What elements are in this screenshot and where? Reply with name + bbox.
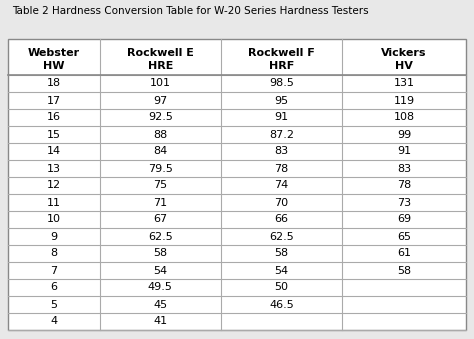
Text: 58: 58 <box>397 265 411 276</box>
Text: 78: 78 <box>274 163 289 174</box>
Bar <box>8 39 466 330</box>
Text: Rockwell E: Rockwell E <box>127 48 194 58</box>
Text: 49.5: 49.5 <box>148 282 173 293</box>
Text: 46.5: 46.5 <box>269 299 294 310</box>
Text: 17: 17 <box>47 96 61 105</box>
Text: HW: HW <box>43 61 64 71</box>
Text: 12: 12 <box>47 180 61 191</box>
Text: 10: 10 <box>47 215 61 224</box>
Text: HRE: HRE <box>147 61 173 71</box>
Text: 87.2: 87.2 <box>269 129 294 140</box>
Text: 91: 91 <box>274 113 289 122</box>
Text: 62.5: 62.5 <box>148 232 173 241</box>
Text: 91: 91 <box>397 146 411 157</box>
Text: 65: 65 <box>397 232 411 241</box>
Text: 14: 14 <box>47 146 61 157</box>
Text: 99: 99 <box>397 129 411 140</box>
Text: 9: 9 <box>50 232 57 241</box>
Text: 88: 88 <box>153 129 167 140</box>
Text: 58: 58 <box>274 248 289 259</box>
Text: 79.5: 79.5 <box>148 163 173 174</box>
Text: 119: 119 <box>393 96 415 105</box>
Text: 74: 74 <box>274 180 289 191</box>
Text: 95: 95 <box>274 96 289 105</box>
Text: 13: 13 <box>47 163 61 174</box>
Text: 78: 78 <box>397 180 411 191</box>
Text: 41: 41 <box>153 317 167 326</box>
Text: 73: 73 <box>397 198 411 207</box>
Text: Table 2 Hardness Conversion Table for W-20 Series Hardness Testers: Table 2 Hardness Conversion Table for W-… <box>12 6 369 16</box>
Text: 6: 6 <box>50 282 57 293</box>
Text: 83: 83 <box>274 146 289 157</box>
Text: 11: 11 <box>47 198 61 207</box>
Text: 54: 54 <box>274 265 289 276</box>
Text: Rockwell F: Rockwell F <box>248 48 315 58</box>
Text: 69: 69 <box>397 215 411 224</box>
Text: 62.5: 62.5 <box>269 232 294 241</box>
Text: 66: 66 <box>274 215 289 224</box>
Text: 92.5: 92.5 <box>148 113 173 122</box>
Text: 54: 54 <box>153 265 167 276</box>
Text: 84: 84 <box>153 146 167 157</box>
Text: 97: 97 <box>153 96 167 105</box>
Text: 131: 131 <box>394 79 415 88</box>
Text: 71: 71 <box>153 198 167 207</box>
Text: 101: 101 <box>150 79 171 88</box>
Text: 7: 7 <box>50 265 57 276</box>
Text: 18: 18 <box>47 79 61 88</box>
Text: 15: 15 <box>47 129 61 140</box>
Text: 5: 5 <box>50 299 57 310</box>
Text: 67: 67 <box>153 215 167 224</box>
Text: 16: 16 <box>47 113 61 122</box>
Text: 58: 58 <box>153 248 167 259</box>
Text: 50: 50 <box>274 282 289 293</box>
Text: 108: 108 <box>393 113 415 122</box>
Text: 98.5: 98.5 <box>269 79 294 88</box>
Text: Vickers: Vickers <box>382 48 427 58</box>
Text: 45: 45 <box>153 299 167 310</box>
Text: 83: 83 <box>397 163 411 174</box>
Text: 4: 4 <box>50 317 57 326</box>
Text: Webster: Webster <box>28 48 80 58</box>
Text: HV: HV <box>395 61 413 71</box>
Text: 75: 75 <box>153 180 167 191</box>
Text: 61: 61 <box>397 248 411 259</box>
Text: HRF: HRF <box>269 61 294 71</box>
Text: 70: 70 <box>274 198 289 207</box>
Text: 8: 8 <box>50 248 57 259</box>
